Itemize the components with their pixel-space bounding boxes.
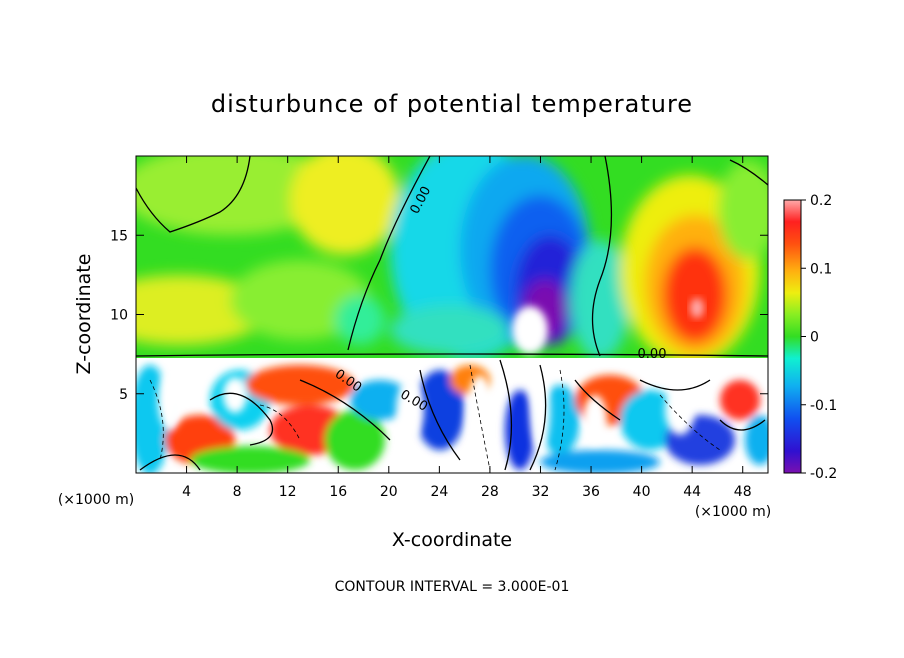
x-tick-label: 24 bbox=[430, 484, 448, 500]
x-tick-label: 4 bbox=[182, 484, 191, 500]
y-axis-label: Z-coordinate bbox=[73, 254, 95, 375]
contour-field bbox=[136, 156, 768, 473]
contour-label: 0.00 bbox=[638, 347, 667, 362]
x-tick-label: 12 bbox=[279, 484, 297, 500]
chart-title: disturbunce of potential temperature bbox=[211, 90, 693, 118]
colorbar-tick-label: 0 bbox=[810, 330, 819, 346]
x-axis-unit-left: (×1000 m) bbox=[58, 492, 134, 508]
colorbar-ticks: 0.2 0.1 0 -0.1 -0.2 bbox=[801, 193, 837, 482]
colorbar-tick-label: 0.1 bbox=[810, 261, 832, 277]
contour-label-group: 0.000.000.000.00 bbox=[332, 184, 667, 415]
x-tick-label: 40 bbox=[633, 484, 651, 500]
x-tick-label: 28 bbox=[481, 484, 499, 500]
colorbar-tick-label: -0.2 bbox=[810, 466, 837, 482]
y-tick-label: 5 bbox=[119, 387, 128, 403]
x-tick-label: 36 bbox=[582, 484, 600, 500]
x-axis-unit-right: (×1000 m) bbox=[695, 504, 771, 520]
x-tick-label: 32 bbox=[532, 484, 550, 500]
colorbar bbox=[783, 199, 802, 474]
y-tick-label: 15 bbox=[110, 228, 128, 244]
y-tick-label: 10 bbox=[110, 308, 128, 324]
x-tick-label: 44 bbox=[683, 484, 701, 500]
colorbar-tick-label: 0.2 bbox=[810, 193, 832, 209]
x-tick-label: 48 bbox=[734, 484, 752, 500]
y-axis: 5 10 15 bbox=[110, 228, 768, 403]
x-tick-label: 8 bbox=[233, 484, 242, 500]
x-axis-label: X-coordinate bbox=[392, 529, 512, 551]
colorbar-tick-label: -0.1 bbox=[810, 398, 837, 414]
contour-interval-note: CONTOUR INTERVAL = 3.000E-01 bbox=[335, 579, 570, 595]
x-axis: 4 8 12 16 20 24 28 32 36 40 44 48 bbox=[182, 156, 752, 500]
x-tick-label: 16 bbox=[329, 484, 347, 500]
x-tick-label: 20 bbox=[380, 484, 398, 500]
